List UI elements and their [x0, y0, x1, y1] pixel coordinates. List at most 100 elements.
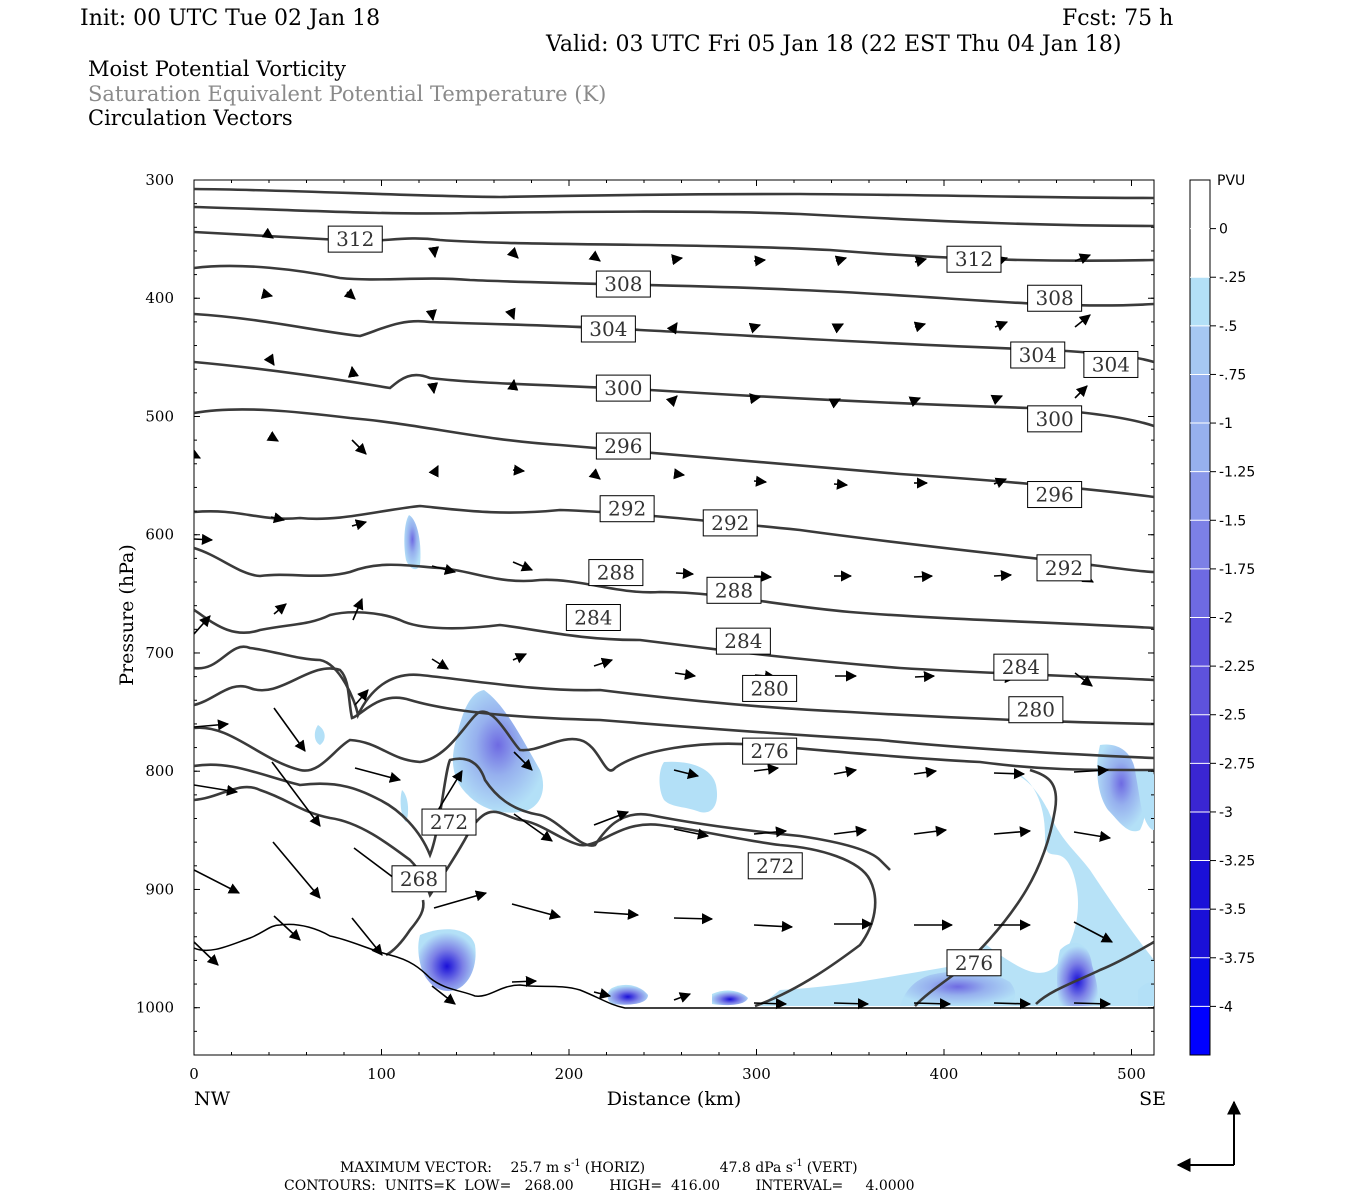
- vector-arrow: [273, 915, 301, 941]
- vector-arrow: [194, 869, 240, 894]
- plot-area: 312 312 308 308 304 304 304 300 300 296 296 292 292 2…: [194, 187, 1154, 1010]
- colorbar-swatch: [1190, 957, 1210, 1007]
- vector-arrow: [354, 689, 369, 706]
- mpv-region: [659, 761, 718, 813]
- vector-arrow: [512, 653, 528, 664]
- vector-arrow: [261, 227, 274, 239]
- colorbar-swatch: [1190, 617, 1210, 667]
- contour-label-box: [595, 374, 651, 402]
- contour-line: [194, 546, 1154, 630]
- vector-arrow: [593, 908, 640, 920]
- contour-label-text: 304: [1019, 343, 1057, 367]
- contour-label-box: [1008, 696, 1064, 724]
- contour-label-box: [742, 737, 798, 765]
- colorbar-swatch: [1190, 666, 1210, 716]
- vector-arrow: [273, 707, 306, 752]
- vector-arrow: [511, 975, 538, 988]
- y-axis-title: Pressure (hPa): [116, 544, 138, 686]
- init-time: Init: 00 UTC Tue 02 Jan 18: [80, 6, 380, 31]
- vector-arrow: [993, 570, 1013, 582]
- contour-label: 276: [946, 949, 1002, 977]
- mpv-region: [1135, 769, 1154, 830]
- vector-arrow: [833, 998, 870, 1010]
- y-tick-label: 300: [145, 171, 174, 189]
- contour-line: [194, 205, 1154, 228]
- colorbar-swatch: [1190, 568, 1210, 618]
- forecast-hour: Fcst: 75 h: [1062, 6, 1173, 31]
- contour-label-box: [1027, 481, 1083, 509]
- contour-label-text: 308: [604, 272, 642, 296]
- vector-arrow: [673, 768, 700, 779]
- contour-line: [194, 608, 1154, 682]
- vector-arrow: [753, 475, 768, 487]
- vector-arrow: [593, 657, 614, 669]
- colorbar-swatch: [1190, 909, 1210, 959]
- vector-arrow: [831, 323, 845, 334]
- x-tick-label: 0: [189, 1065, 199, 1083]
- contour-label-text: 280: [751, 676, 789, 700]
- vector-arrow: [351, 439, 367, 455]
- vector-arrow: [433, 890, 488, 909]
- colorbar-label: -3.25: [1219, 854, 1255, 870]
- vector-arrow: [431, 658, 449, 670]
- colorbar-swatch: [1190, 374, 1210, 424]
- reference-vector-icon: [1176, 1100, 1241, 1172]
- contour-label: 288: [588, 559, 644, 587]
- vector-arrow: [834, 255, 848, 267]
- vector-arrow: [431, 564, 457, 575]
- vector-arrow: [1074, 253, 1092, 264]
- mpv-region: [452, 690, 544, 813]
- vector-arrow: [833, 766, 858, 778]
- contour-label-box: [565, 604, 621, 631]
- vector-arrow: [673, 828, 710, 840]
- contour-label-box: [580, 315, 636, 343]
- contour-label-box: [715, 627, 771, 655]
- x-end-label-right: SE: [1139, 1088, 1166, 1110]
- vector-arrow: [505, 307, 516, 321]
- vector-arrow: [1073, 998, 1112, 1010]
- vector-arrow: [270, 512, 286, 524]
- contour-label-text: 284: [1002, 655, 1040, 679]
- contour-label: 292: [1036, 554, 1092, 582]
- contour-label: 272: [747, 852, 803, 880]
- contour-line: [194, 264, 1154, 307]
- vector-arrow: [506, 246, 519, 259]
- vector-arrow: [913, 825, 948, 837]
- vector-arrow: [753, 763, 780, 775]
- vector-arrow: [913, 766, 938, 778]
- contour-line: [194, 710, 1154, 772]
- colorbar-swatch: [1190, 763, 1210, 813]
- y-axis: 300 400 500 600 700 800 900 1000: [136, 171, 1154, 1056]
- contour-label: 288: [706, 576, 762, 604]
- vector-arrow: [352, 597, 364, 621]
- vector-arrow: [913, 998, 952, 1010]
- contour-line: [194, 785, 877, 1008]
- vector-arrow: [428, 246, 440, 259]
- contour-label-box: [327, 225, 383, 253]
- vector-arrow: [673, 992, 692, 1003]
- vector-arrow: [194, 533, 214, 546]
- vector-arrow: [593, 810, 630, 826]
- vector-arrow: [749, 393, 762, 405]
- contour-label-box: [993, 653, 1049, 681]
- mpv-shading: [314, 515, 1154, 1006]
- contour-line: [194, 645, 1154, 726]
- contour-label: 300: [595, 374, 651, 402]
- contour-label-box: [588, 559, 644, 587]
- vector-arrow: [194, 941, 219, 966]
- contour-label-box: [1027, 405, 1083, 433]
- y-tick-label: 400: [145, 289, 174, 307]
- max-vector-label: MAXIMUM VECTOR: 25.7 m s-1 (HORIZ) 47.8 d…: [340, 1158, 858, 1176]
- vector-arrow: [260, 288, 274, 299]
- vector-arrow: [833, 825, 868, 837]
- circulation-vectors: [194, 226, 1113, 1010]
- contour-label: 304: [1083, 350, 1139, 378]
- colorbar-swatch: [1190, 811, 1210, 862]
- vector-arrow: [507, 378, 519, 391]
- contour-label: 304: [1010, 341, 1066, 369]
- contour-label: 292: [702, 509, 758, 537]
- mpv-region: [1057, 942, 1098, 1006]
- contour-labels: 312 312 308 308 304 304 304 300 300 296 296 292 292 2…: [327, 225, 1139, 977]
- y-tick-label: 600: [145, 526, 174, 544]
- colorbar-label: -2.25: [1219, 659, 1255, 675]
